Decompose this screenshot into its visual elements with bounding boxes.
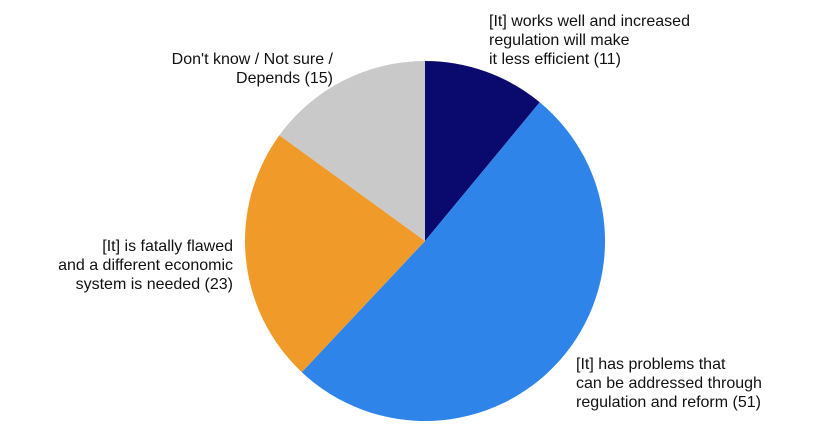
slice-label-line: can be addressed through: [576, 375, 762, 392]
pie-slices: [245, 61, 606, 422]
slice-label-4: Don't know / Not sure / Depends (15): [172, 51, 334, 87]
slice-label-line: regulation will make: [489, 32, 630, 49]
slice-label-1: [It] works well and increased regulation …: [489, 13, 690, 68]
slice-label-line: Don't know / Not sure /: [172, 51, 334, 68]
pie-slice-2: [301, 102, 606, 422]
slice-label-line: system is needed (23): [76, 276, 233, 293]
slice-label-3: [It] is fatally flawed and a different ec…: [58, 238, 233, 293]
slice-label-line: regulation and reform (51): [576, 394, 761, 411]
slice-labels: [It] works well and increased regulation …: [58, 13, 762, 411]
pie-slice-3: [245, 135, 425, 373]
slice-label-line: and a different economic: [58, 257, 233, 274]
pie-slice-4: [279, 61, 425, 241]
slice-label-line: [It] works well and increased: [489, 13, 690, 30]
pie-slice-1: [425, 61, 540, 241]
slice-label-line: [It] is fatally flawed: [102, 238, 233, 255]
slice-label-2: [It] has problems that can be addressed t…: [576, 356, 762, 411]
slice-label-line: Depends (15): [236, 70, 333, 87]
slice-label-line: it less efficient (11): [489, 51, 621, 68]
slice-label-line: [It] has problems that: [576, 356, 726, 373]
